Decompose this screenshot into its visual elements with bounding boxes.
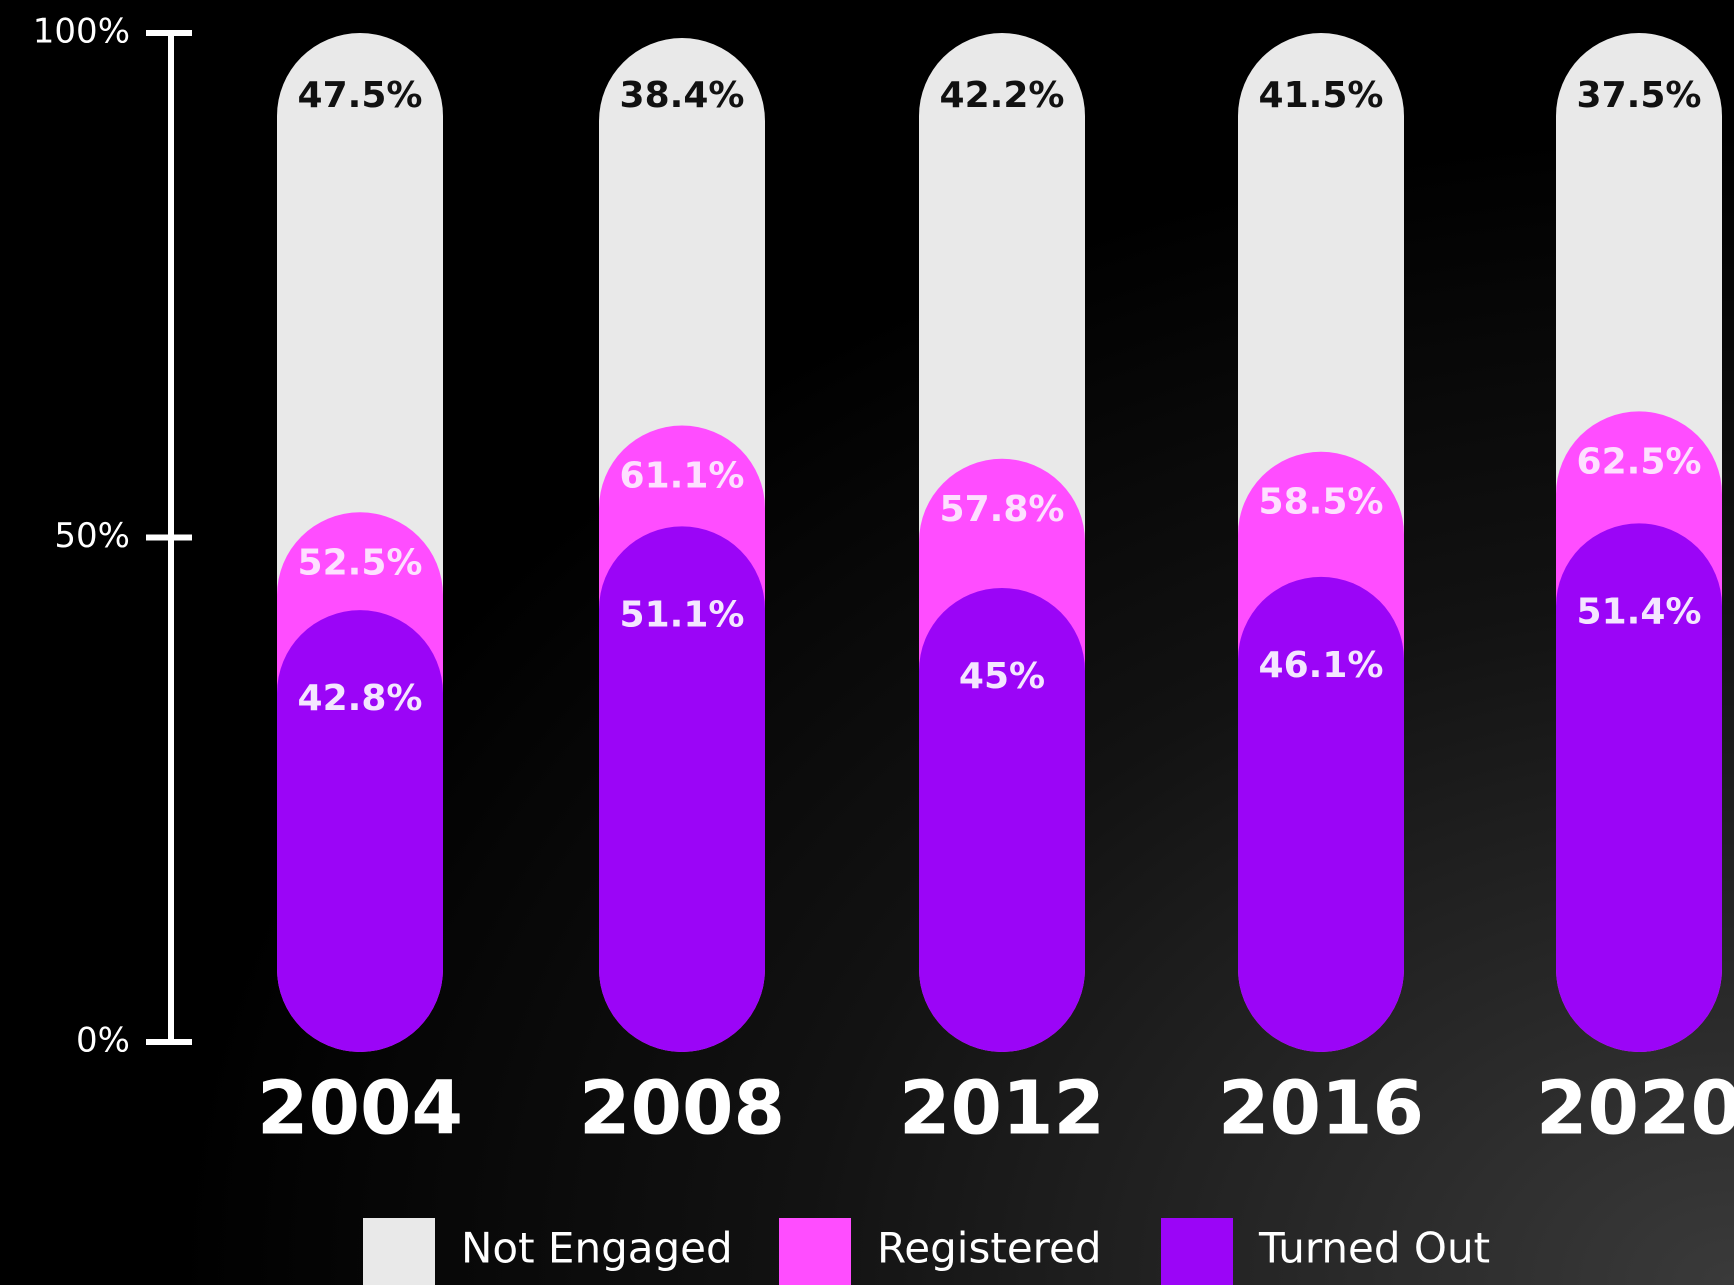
x-tick-label: 2012 <box>899 1066 1105 1152</box>
x-tick-label: 2016 <box>1218 1066 1424 1152</box>
legend-swatch <box>363 1218 435 1285</box>
value-label: 62.5% <box>1577 441 1702 482</box>
value-label: 37.5% <box>1577 75 1702 116</box>
value-label: 58.5% <box>1259 482 1384 523</box>
y-tick-label: 0% <box>76 1021 130 1061</box>
x-tick-label: 2008 <box>579 1066 785 1152</box>
value-label: 51.4% <box>1577 591 1702 632</box>
legend-label: Not Engaged <box>461 1224 733 1273</box>
value-label: 57.8% <box>940 489 1065 530</box>
y-tick-label: 50% <box>54 516 130 556</box>
bar-turned-out <box>599 526 765 1052</box>
legend-swatch <box>1161 1218 1233 1285</box>
value-label: 42.8% <box>298 678 423 719</box>
value-label: 42.2% <box>940 75 1065 116</box>
value-label: 46.1% <box>1259 645 1384 686</box>
value-label: 61.1% <box>620 456 745 497</box>
value-label: 41.5% <box>1259 75 1384 116</box>
legend-swatch <box>779 1218 851 1285</box>
y-tick-label: 100% <box>33 12 130 52</box>
value-label: 51.1% <box>620 594 745 635</box>
bar-turned-out <box>919 587 1085 1052</box>
value-label: 47.5% <box>298 75 423 116</box>
legend-label: Turned Out <box>1258 1224 1490 1273</box>
bar-turned-out <box>1556 523 1722 1052</box>
value-label: 52.5% <box>298 542 423 583</box>
x-tick-label: 2020 <box>1536 1066 1734 1152</box>
value-label: 45% <box>959 656 1045 697</box>
value-label: 38.4% <box>620 75 745 116</box>
bar-turned-out <box>1238 576 1404 1052</box>
bar-not-engaged <box>277 33 443 679</box>
legend-label: Registered <box>877 1224 1102 1273</box>
bar-turned-out <box>277 610 443 1052</box>
x-tick-label: 2004 <box>257 1066 463 1152</box>
